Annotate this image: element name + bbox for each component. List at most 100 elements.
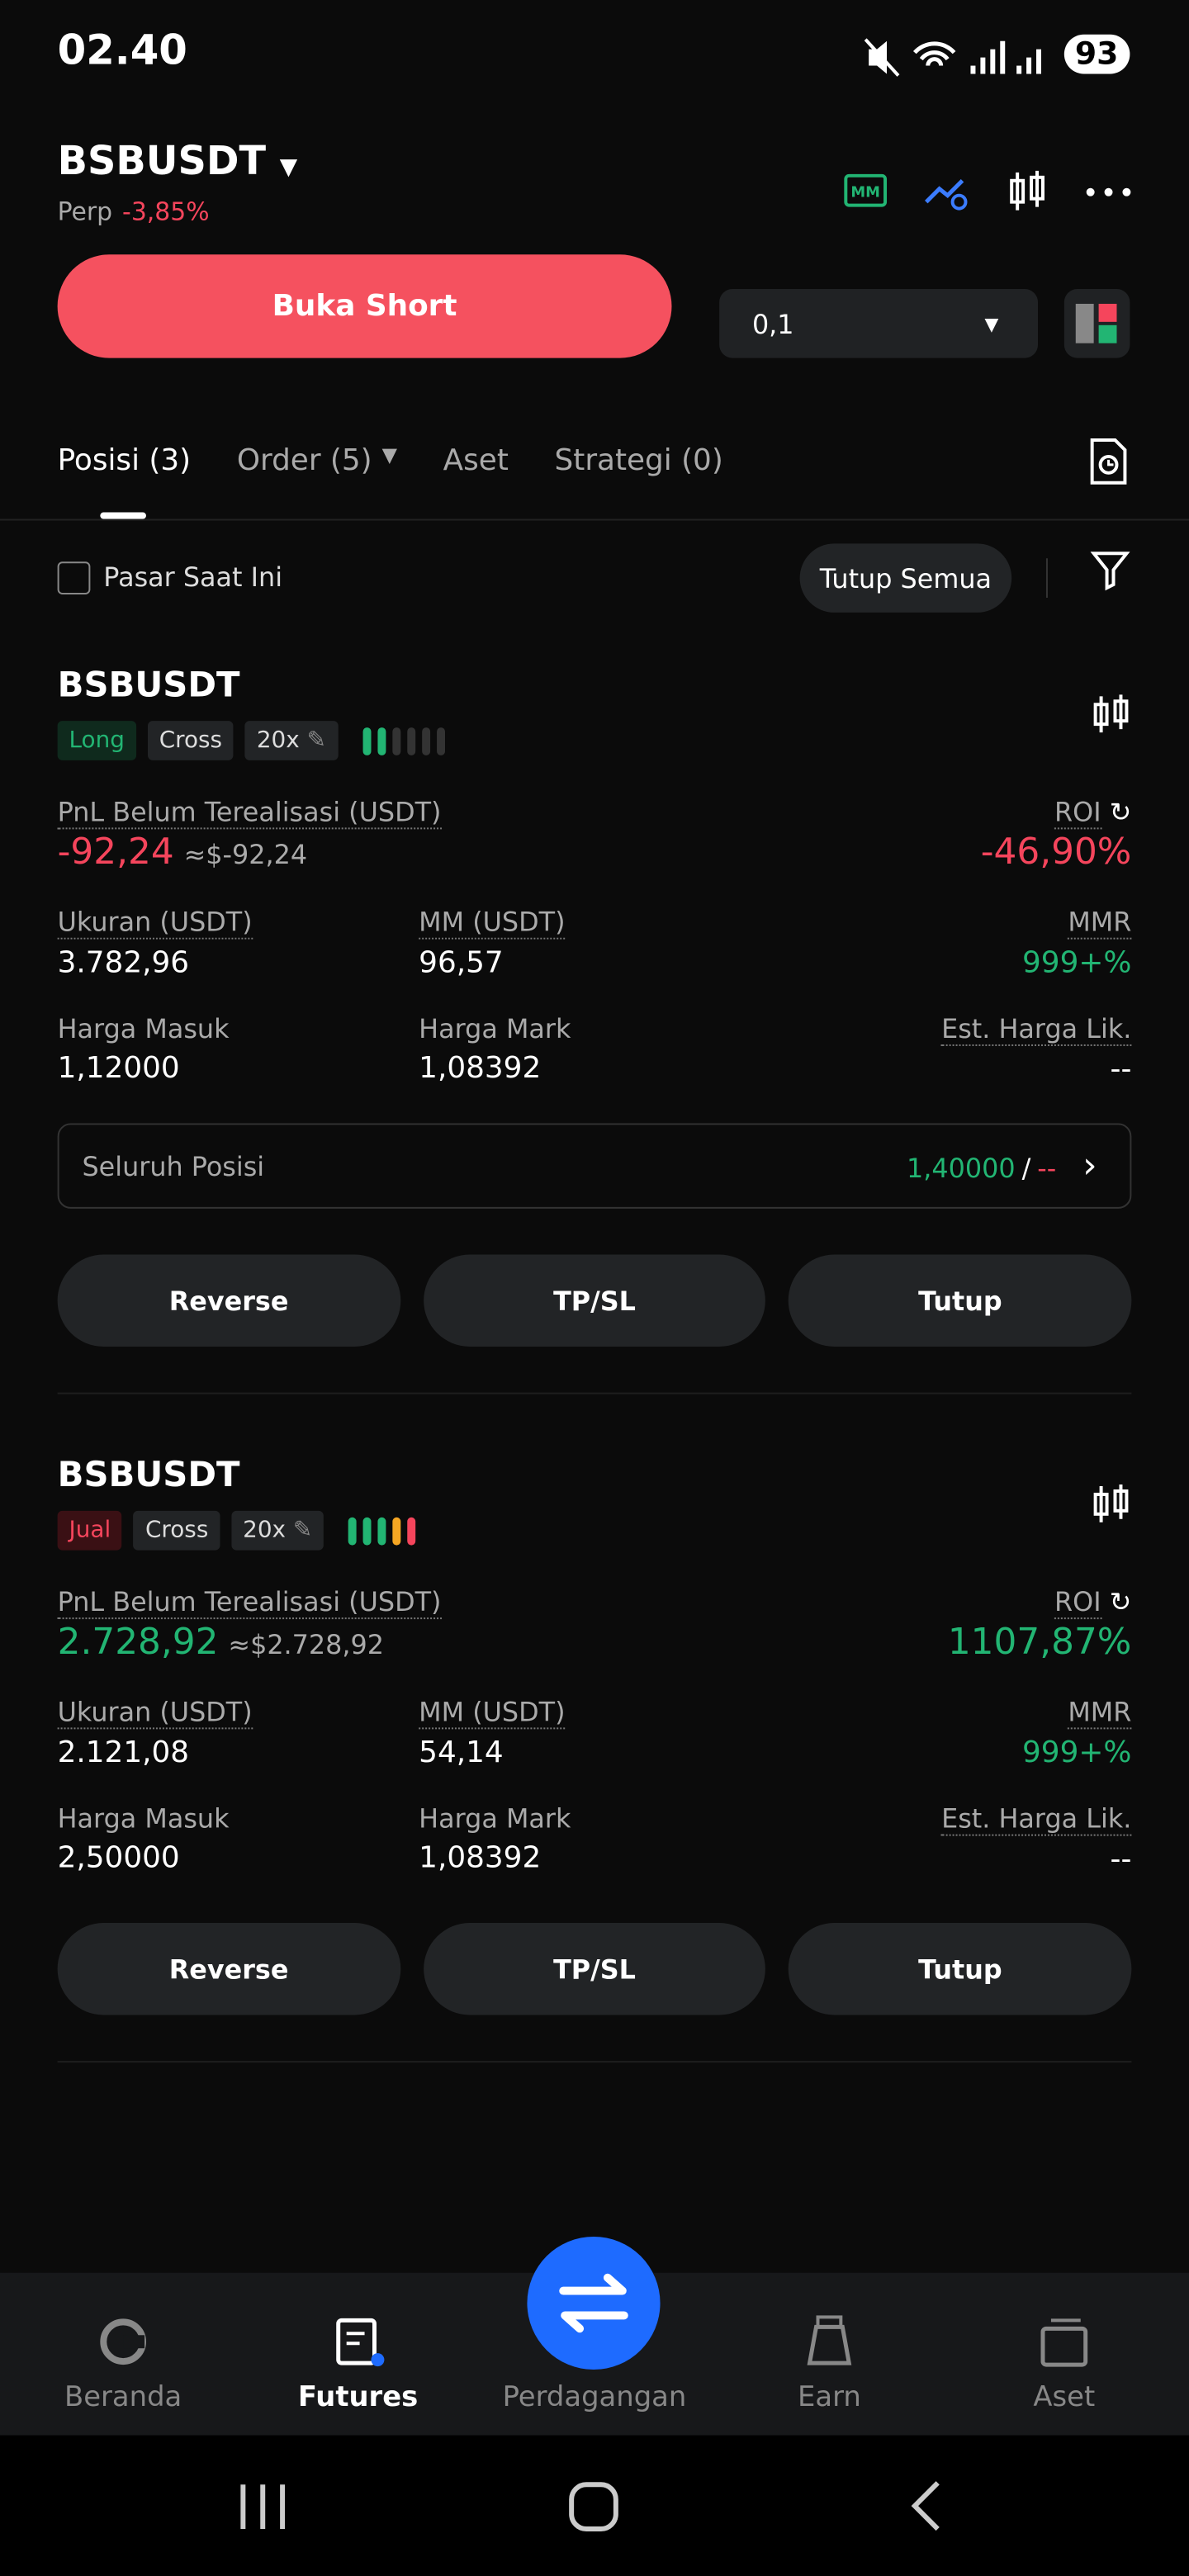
checkbox[interactable] [57,561,91,594]
open-short-button[interactable]: Buka Short [57,254,672,358]
margin-badge: Cross [134,1510,220,1551]
stat-label: Harga Mark [419,1013,571,1044]
stat-value: 54,14 [419,1735,504,1771]
layout-icon [1075,303,1117,343]
badges: Jual Cross 20x ✎ [57,1510,416,1551]
action-button[interactable]: Tutup [789,1254,1132,1347]
pnl-value: -92,24 [57,832,174,874]
nav-item[interactable]: Aset [1033,2380,1096,2414]
risk-bar [407,1516,416,1545]
filter-icon[interactable] [1090,548,1130,591]
roi-label: ROI [1054,1586,1101,1620]
risk-bar [392,1516,401,1545]
stat-value: -- [1110,1842,1132,1878]
nav-item[interactable]: Earn [798,2380,861,2414]
action-button[interactable]: Tutup [789,1923,1132,2015]
action-button[interactable]: Reverse [57,1254,400,1347]
leverage: 20x [243,1517,287,1544]
trade-button[interactable] [527,2236,661,2370]
tab-arrow: ▼ [381,443,397,466]
roi-head: ROI ↻ [981,796,1132,830]
pnl-label: PnL Belum Terealisasi (USDT) [57,796,442,830]
refresh-icon[interactable]: ↻ [1101,1586,1132,1618]
header-tools[interactable]: MM [841,169,1136,215]
stat-label: MM (USDT) [419,1696,566,1730]
stat: Est. Harga Lik. -- [941,1802,1132,1878]
svg-text:MM: MM [850,184,880,201]
symbol[interactable]: BSBUSDT ▼ [57,138,298,184]
roi-value: -46,90% [980,832,1132,874]
history-icon[interactable] [1087,437,1130,486]
symbol-text: BSBUSDT [57,138,267,184]
tpsl-box[interactable]: Seluruh Posisi 1,40000/-- › [57,1123,1132,1209]
stat: Ukuran (USDT) 3.782,96 [57,906,419,981]
side-badge: Jual [57,1510,123,1551]
stat-label: MMR [1068,906,1132,940]
position-title: BSBUSDT Long Cross 20x ✎ [57,657,445,760]
tab[interactable]: Aset [443,443,509,478]
roi: ROI ↻ 1107,87% [948,1586,1132,1663]
refresh-icon[interactable]: ↻ [1101,796,1132,828]
tp-value: 1,40000 [907,1152,1016,1184]
status-icons [864,38,1041,77]
position-card: BSBUSDT Long Cross 20x ✎ PnL Belum Terealisa… [57,657,1132,1395]
stat-value: 2.121,08 [57,1735,190,1771]
stat-value: 999+% [1022,945,1132,981]
chart-icon[interactable] [1092,693,1132,736]
position-head: BSBUSDT Long Cross 20x ✎ [57,657,1132,760]
stat: Harga Masuk 1,12000 [58,1013,419,1087]
risk-bar [348,1516,357,1545]
pnl-row: PnL Belum Terealisasi (USDT) 2.728,92 ≈$2.… [57,1586,1132,1664]
stat-label: MMR [1068,1696,1132,1730]
stats-row: Ukuran (USDT) 2.121,08 MM (USDT) 54,14 MMR 99… [57,1696,1132,1771]
leverage-badge[interactable]: 20x ✎ [244,721,338,760]
stat: Est. Harga Lik. -- [941,1013,1132,1087]
nav-item[interactable]: Futures [297,2380,419,2414]
pnl-row: PnL Belum Terealisasi (USDT) -92,24 ≈$-92,… [57,796,1132,874]
chart-icon[interactable] [1092,1483,1132,1526]
leverage: 20x [256,727,300,754]
quantity-select[interactable]: 0,1 ▼ [719,289,1039,358]
tab-indicator [100,512,147,519]
action-button[interactable]: TP/SL [423,1254,766,1347]
risk-bars [362,727,445,755]
pnl-usd: ≈$-92,24 [183,839,308,871]
system-buttons[interactable] [0,2436,1189,2575]
stat-value: 3.782,96 [57,945,190,981]
stat-value: -- [1110,1052,1132,1087]
stat: Harga Mark 1,08392 [419,1013,941,1087]
stat-label: Est. Harga Lik. [941,1802,1132,1836]
roi: ROI ↻ -46,90% [981,797,1132,874]
stat-value: 1,12000 [57,1050,180,1086]
nav-item[interactable]: Perdagangan [502,2380,687,2414]
contract-type: Perp [57,197,113,227]
tab[interactable]: Strategi (0) [554,443,723,478]
stat-label: MM (USDT) [419,906,566,940]
leverage-badge[interactable]: 20x ✎ [231,1510,324,1551]
tab[interactable]: Order (5) [236,443,372,478]
stat: MMR 999+% [1022,1696,1132,1770]
nav-item[interactable]: Beranda [64,2380,182,2414]
stat-label: Est. Harga Lik. [941,1013,1132,1046]
tab[interactable]: Posisi (3) [57,443,192,478]
close-all-button[interactable]: Tutup Semua [799,543,1012,613]
side-badge: Long [57,721,136,760]
action-button[interactable]: Reverse [57,1923,400,2015]
battery: 93 [1063,34,1130,74]
risk-bar [406,727,415,755]
positions: BSBUSDT Long Cross 20x ✎ PnL Belum Terealisa… [57,657,1132,2115]
system-bar [0,2435,1189,2575]
edit-icon: ✎ [299,727,326,754]
layout-button[interactable] [1063,289,1130,358]
margin-badge: Cross [147,721,234,760]
stat-label: Ukuran (USDT) [57,906,253,940]
chevron: › [1082,1145,1097,1187]
roi-label: ROI [1054,796,1101,830]
separator [1045,558,1048,598]
risk-bar [421,727,430,755]
action-button[interactable]: TP/SL [423,1923,766,2015]
pnl: PnL Belum Terealisasi (USDT) -92,24 ≈$-92,… [57,796,442,874]
badges: Long Cross 20x ✎ [57,721,445,760]
pnl-values: -92,24 ≈$-92,24 [58,832,442,874]
